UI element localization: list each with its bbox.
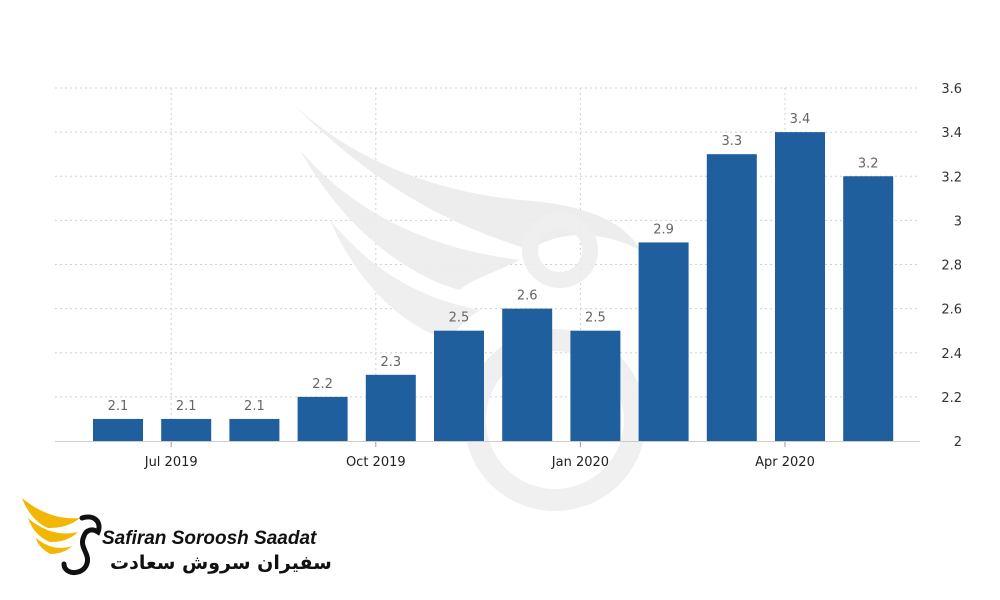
bar	[706, 154, 757, 441]
bar	[843, 176, 894, 441]
bars	[93, 132, 894, 441]
y-tick-label: 2.4	[941, 347, 962, 362]
x-axis-ticks: Jul 2019 Oct 2019 Jan 2020 Apr 2020	[144, 441, 815, 470]
y-tick-label: 3.4	[941, 126, 962, 141]
bar-value-label: 3.2	[858, 156, 879, 171]
x-tick-label: Oct 2019	[346, 455, 406, 470]
bar	[93, 418, 143, 441]
logo-text-english: Safiran Soroosh Saadat	[102, 528, 317, 549]
x-tick-label: Jan 2020	[551, 455, 609, 470]
bar-value-label: 2.1	[244, 399, 265, 414]
bar	[229, 418, 280, 441]
bar-value-label: 3.4	[790, 112, 811, 127]
y-tick-label: 3.6	[941, 82, 962, 97]
y-tick-label: 2.2	[941, 391, 962, 406]
bar-value-label: 2.1	[176, 399, 197, 414]
bar-value-label: 3.3	[721, 134, 742, 149]
bar-value-label: 2.3	[380, 355, 401, 370]
data-labels: 2.1 2.1 2.1 2.2 2.3 2.5 2.6 2.5 2.9 3.3 3.4 3.2	[108, 112, 879, 414]
x-tick-label: Jul 2019	[144, 455, 198, 470]
bar	[570, 330, 621, 441]
bar	[297, 396, 348, 441]
bar-value-label: 2.6	[517, 289, 538, 304]
y-tick-label: 3	[954, 214, 962, 229]
y-tick-label: 3.2	[941, 170, 962, 185]
bar-value-label: 2.5	[585, 311, 606, 326]
bar-value-label: 2.5	[449, 311, 470, 326]
bar	[161, 418, 212, 441]
y-axis-ticks: 2 2.2 2.4 2.6 2.8 3 3.2 3.4 3.6	[941, 82, 962, 450]
bar	[502, 308, 553, 441]
bar-value-label: 2.9	[653, 222, 674, 237]
y-tick-label: 2	[954, 435, 962, 450]
bar	[434, 330, 484, 441]
logo-text-persian: سفیران سروش سعادت	[110, 552, 332, 574]
wing-logo-icon	[22, 498, 102, 575]
bar	[775, 132, 825, 441]
bar-value-label: 2.2	[312, 377, 333, 392]
x-tick-label: Apr 2020	[755, 455, 815, 470]
brand-logo: Safiran Soroosh Saadat سفیران سروش سعادت	[20, 488, 332, 583]
y-tick-label: 2.8	[941, 259, 962, 274]
bar	[365, 374, 416, 441]
bar-value-label: 2.1	[108, 399, 129, 414]
y-tick-label: 2.6	[941, 303, 962, 318]
bar	[638, 242, 689, 441]
